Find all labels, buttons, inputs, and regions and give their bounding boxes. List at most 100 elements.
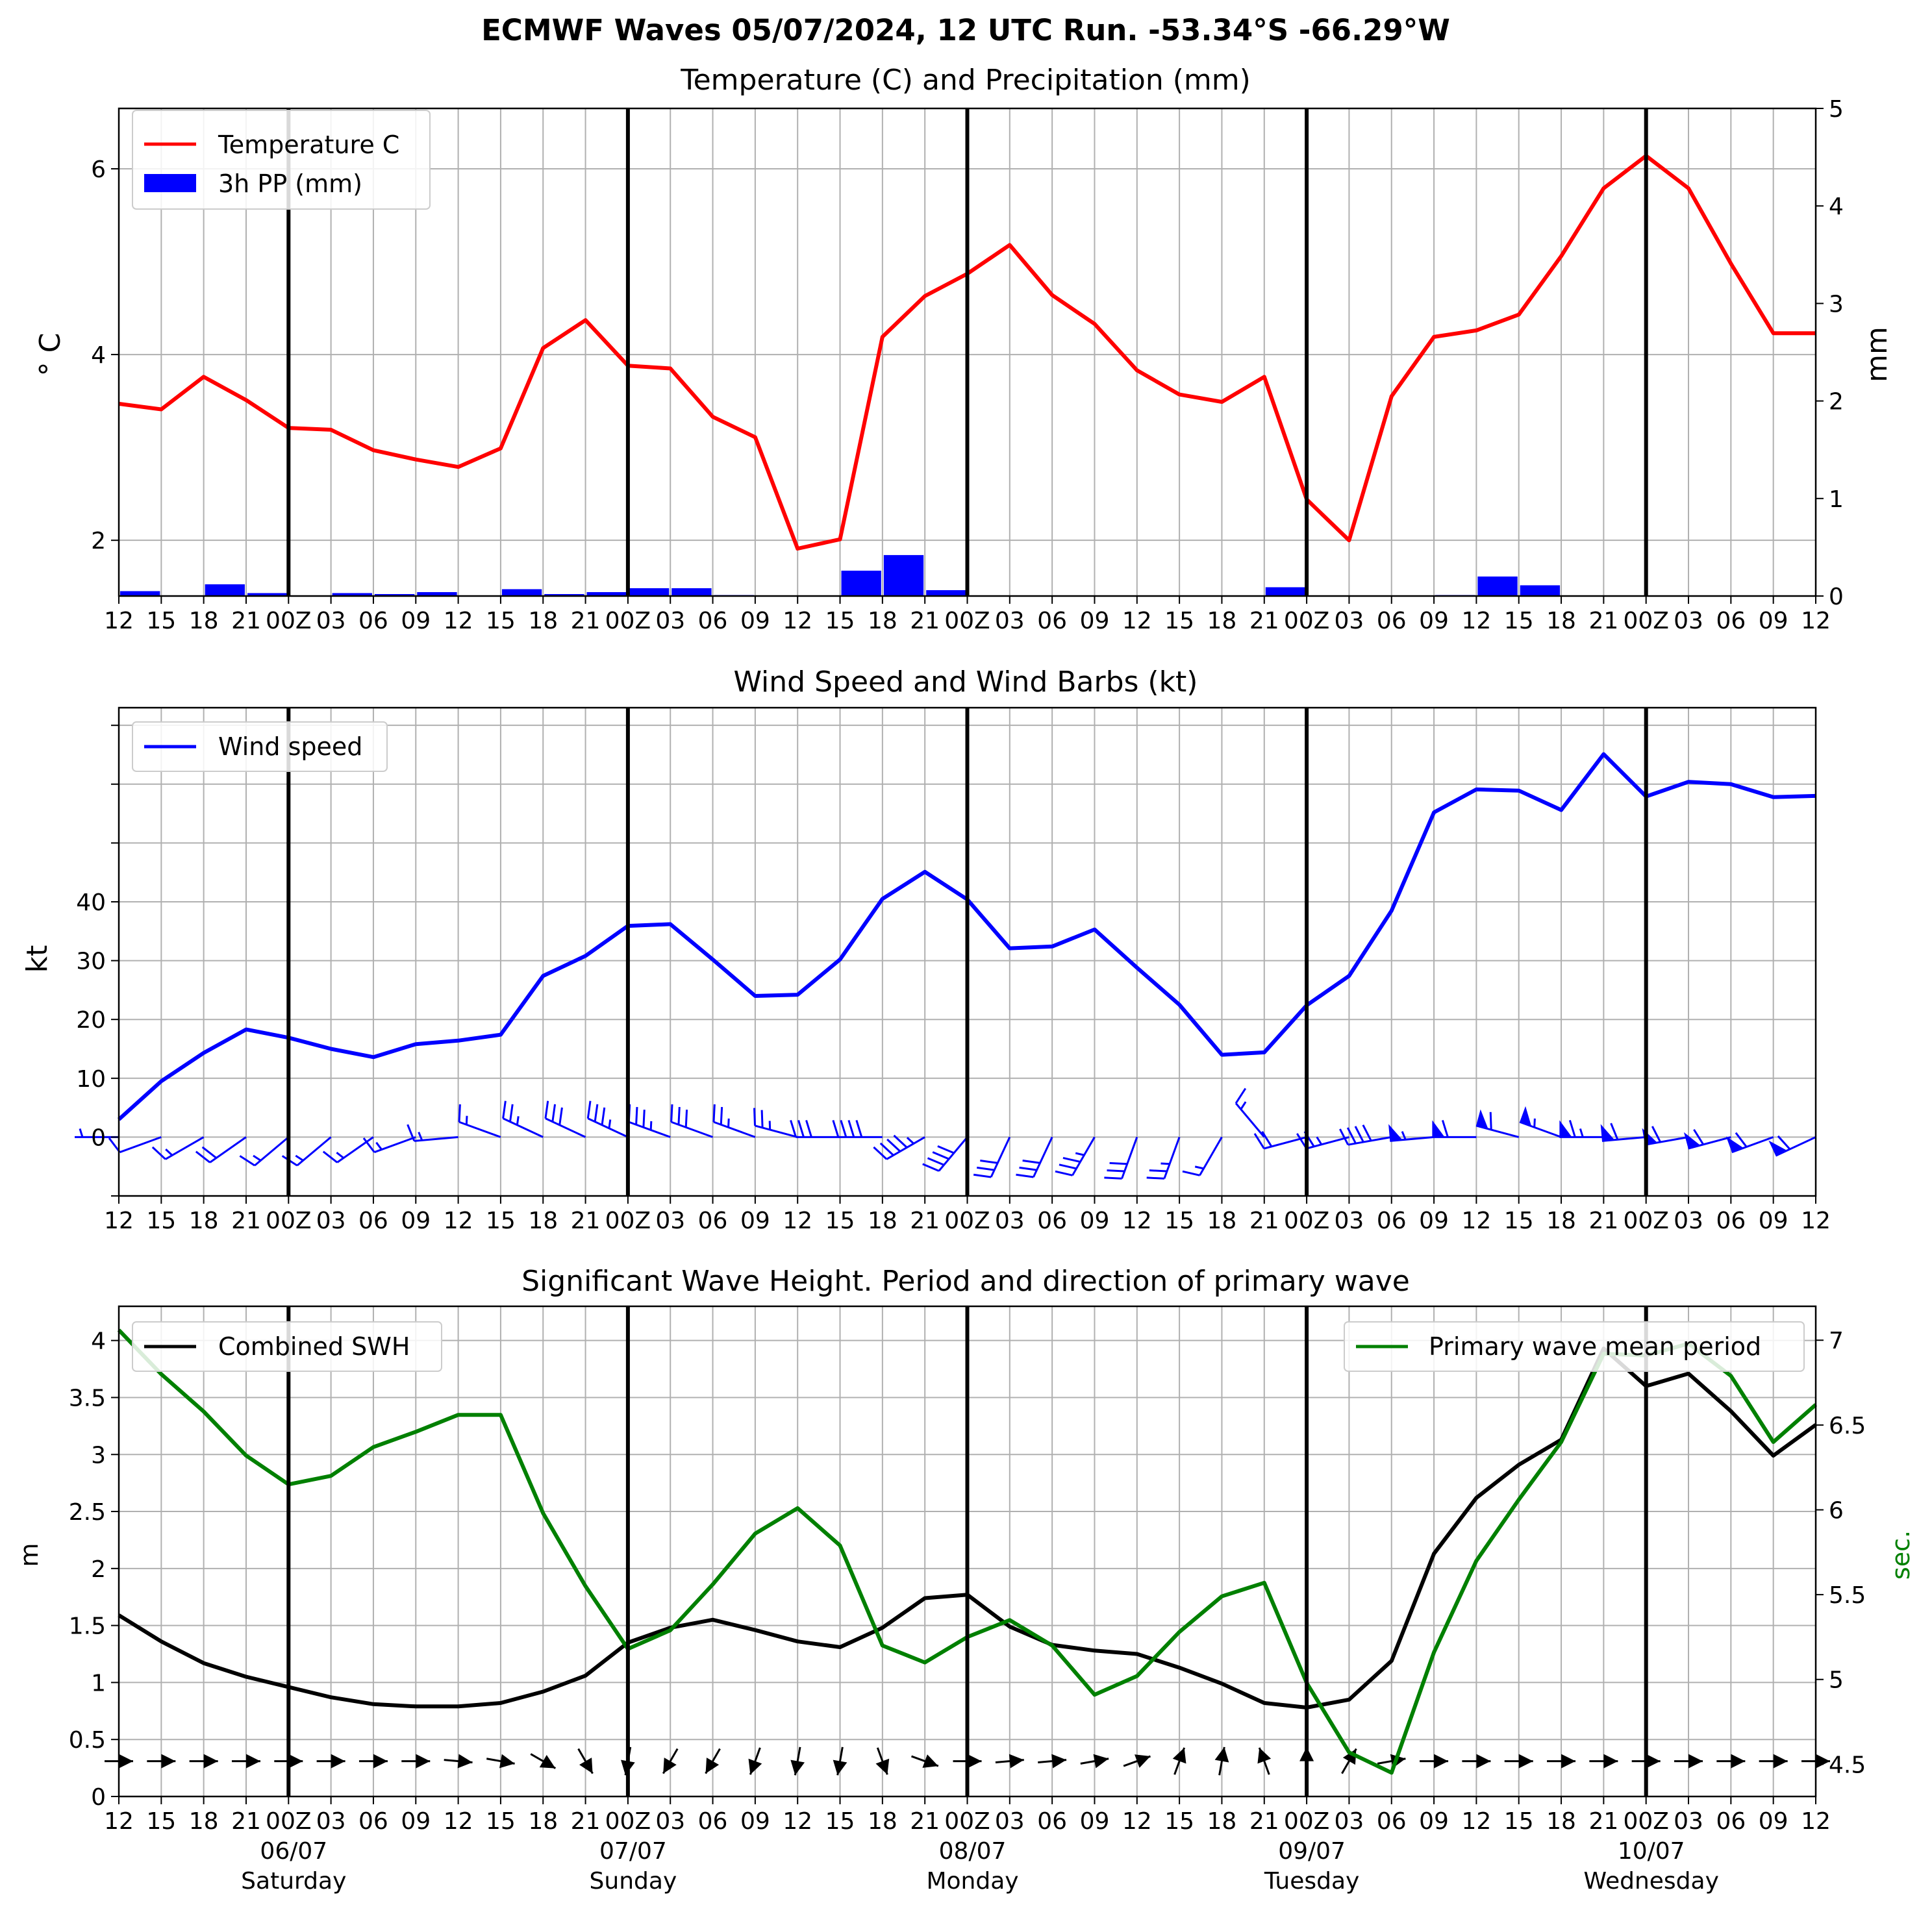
wind-barb-feather: [362, 1137, 375, 1153]
wind-barb-flag: [1559, 1120, 1572, 1137]
precip-bar: [120, 591, 160, 596]
x-tick-label: 15: [825, 1208, 855, 1234]
wind-barb-feather: [1693, 1128, 1705, 1145]
y-right-tick-label: 4: [1829, 193, 1844, 220]
x-tick-label: 21: [1588, 608, 1618, 634]
panel-3-ylabel: m: [15, 1543, 44, 1567]
panel-2-legend: Wind speed: [132, 721, 388, 772]
wind-barb: [195, 1136, 247, 1163]
arrow-head: [663, 1758, 677, 1774]
x-tick-label: 00Z: [605, 1808, 651, 1835]
wind-barb-feather: [1339, 1128, 1349, 1145]
wind-barbs: [75, 1088, 1816, 1180]
wind-barb: [670, 1104, 714, 1138]
x-tick-label: 09: [1080, 1208, 1110, 1234]
day-labels: 06/07 Saturday 07/07 Sunday 08/07 Monday 09/07…: [241, 1838, 1719, 1895]
x-tick-label: 15: [1164, 1208, 1194, 1234]
arrow-head: [1688, 1754, 1703, 1769]
wave-direction-arrow: [1038, 1754, 1067, 1769]
x-tick-label: 21: [571, 1808, 601, 1835]
wave-direction-arrow: [401, 1754, 431, 1769]
wind-barb: [502, 1100, 544, 1138]
y-right-tick-label: 5.5: [1829, 1582, 1866, 1609]
wave-direction-arrow: [444, 1754, 473, 1769]
wind-barb-feather: [1777, 1135, 1791, 1150]
x-tick-label: 09: [740, 608, 770, 634]
wave-direction-arrow: [1589, 1754, 1618, 1769]
x-tick-label: 03: [655, 1808, 685, 1835]
panel-3-title: Significant Wave Height. Period and dire…: [521, 1265, 1410, 1298]
x-tick-label: 06: [698, 1808, 728, 1835]
x-tick-label: 18: [868, 1208, 897, 1234]
wind-barb-staff: [1306, 1136, 1349, 1150]
x-tick-label: 15: [1164, 608, 1194, 634]
wave-direction-arrow: [1214, 1746, 1229, 1776]
x-tick-label: 21: [1249, 608, 1279, 634]
y-tick-label: 40: [76, 889, 106, 916]
x-tick-label: 18: [868, 608, 897, 634]
wind-barb: [1559, 1119, 1604, 1138]
x-tick-label: 12: [104, 608, 134, 634]
x-tick-label: 15: [1504, 1208, 1534, 1234]
wind-barb-feather: [407, 1124, 416, 1141]
wind-barb-feather: [1261, 1131, 1273, 1147]
x-tick-label: 00Z: [1623, 1808, 1668, 1835]
wave-direction-arrow: [1759, 1754, 1788, 1769]
x-tick-label: 15: [486, 1208, 516, 1234]
wind-barb-feather: [937, 1145, 955, 1154]
wind-barb-staff: [713, 1121, 756, 1138]
day-weekday-label: Saturday: [241, 1868, 346, 1895]
wind-barb-feather: [601, 1107, 606, 1126]
wind-barb-feather: [973, 1173, 992, 1178]
wind-barb-feather: [805, 1119, 812, 1137]
arrow-head: [288, 1754, 303, 1769]
x-tick-label: 15: [1504, 608, 1534, 634]
suptitle: ECMWF Waves 05/07/2024, 12 UTC Run. -53.…: [481, 13, 1450, 47]
wind-barb: [1182, 1136, 1223, 1176]
x-tick-label: 15: [825, 608, 855, 634]
wind-barb-half-feather: [1160, 1162, 1170, 1165]
wind-barb-staff: [1072, 1136, 1096, 1176]
legend-precip-label: 3h PP (mm): [218, 169, 362, 198]
y-tick-label: 2: [91, 1556, 106, 1583]
x-tick-label: 12: [1122, 608, 1152, 634]
y-tick-label: 2.5: [69, 1499, 106, 1526]
y-tick-label: 3.5: [69, 1385, 106, 1411]
panel-3-ylabel-right: sec.: [1887, 1530, 1915, 1580]
x-tick-label: 06: [1377, 608, 1407, 634]
x-tick-label: 00Z: [266, 1808, 311, 1835]
wave-direction-arrow: [1123, 1754, 1151, 1768]
x-tick-label: 12: [1122, 1208, 1152, 1234]
wind-barb-feather: [558, 1107, 563, 1126]
wind-barb-staff: [1644, 1136, 1689, 1146]
wave-direction-arrow: [530, 1753, 557, 1769]
panel-1-legend: Temperature C 3h PP (mm): [132, 110, 431, 210]
wind-barb-feather: [893, 1134, 908, 1149]
x-tick-label: 18: [868, 1808, 897, 1835]
x-tick-label: 21: [571, 1208, 601, 1234]
x-tick-label: 00Z: [1284, 1808, 1329, 1835]
wind-barb-flag: [1768, 1140, 1787, 1156]
wind-barb: [1642, 1126, 1689, 1146]
wind-barb-staff: [886, 1136, 925, 1160]
wave-direction-arrow: [833, 1746, 847, 1776]
precip-bar: [586, 591, 627, 596]
precip-bar: [1477, 576, 1518, 596]
wind-barb-feather: [201, 1146, 218, 1159]
wind-barb: [322, 1136, 374, 1163]
arrow-head: [1731, 1754, 1746, 1769]
x-tick-label: 18: [1546, 608, 1576, 634]
arrow-head: [539, 1755, 556, 1769]
wind-barb-feather: [1235, 1088, 1247, 1104]
wind-barb-feather: [509, 1104, 514, 1122]
wind-barb-feather: [1346, 1127, 1357, 1144]
wave-direction-arrow: [662, 1748, 679, 1774]
wind-barb: [544, 1100, 586, 1138]
wave-direction-arrow: [995, 1754, 1024, 1769]
x-tick-label: 06: [1037, 1808, 1067, 1835]
wind-barb: [1600, 1123, 1646, 1142]
wind-barb-feather: [1610, 1123, 1619, 1140]
wind-barb-staff: [1475, 1125, 1520, 1138]
